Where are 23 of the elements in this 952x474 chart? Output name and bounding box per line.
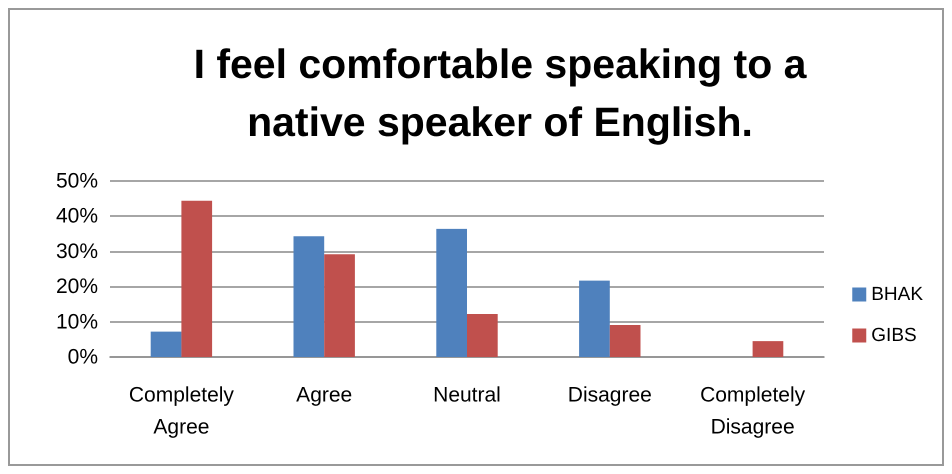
bar [610, 324, 640, 357]
bar [752, 341, 784, 357]
bar [436, 228, 467, 357]
x-tick-label: Agree [296, 384, 352, 406]
y-tick-label: 50% [56, 170, 98, 192]
y-tick-label: 20% [56, 275, 98, 298]
y-tick-label: 0% [68, 346, 98, 368]
y-tick-label: 10% [56, 310, 98, 334]
bar [324, 254, 355, 357]
bar [294, 236, 324, 357]
x-tick-label: Neutral [433, 384, 501, 406]
x-tick-label: Disagree [568, 384, 652, 406]
y-tick-label: 30% [56, 240, 98, 263]
x-tick-label: Completely Disagree [700, 384, 806, 438]
bar [579, 280, 610, 357]
bar [467, 314, 498, 357]
bar [181, 200, 212, 357]
legend-label: GIBS [871, 325, 917, 346]
chart-title: I feel comfortable speaking to a native speaker of English. [194, 41, 808, 145]
x-tick-label: Completely Agree [128, 384, 234, 438]
y-tick-label: 40% [56, 204, 98, 228]
bar [150, 332, 182, 357]
legend-label: BHAK [871, 284, 924, 305]
